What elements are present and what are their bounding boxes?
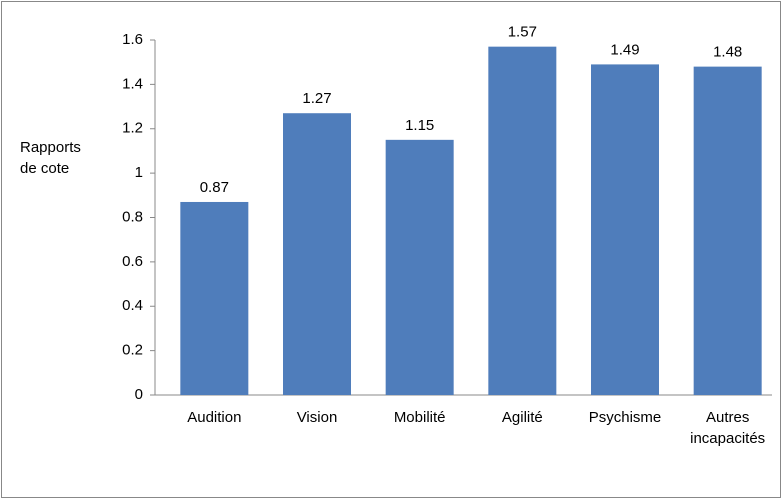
bar [488, 46, 557, 395]
y-axis-label: Rapports de cote [20, 139, 81, 177]
y-tick-label: 0.4 [122, 297, 143, 314]
bar [385, 139, 454, 395]
y-tick-label: 0.8 [122, 208, 143, 225]
y-tick-label: 0 [135, 386, 143, 403]
data-label: 1.15 [405, 117, 434, 134]
data-label: 1.57 [508, 24, 537, 41]
x-tick-label: Autres incapacités [690, 409, 766, 447]
x-tick-label: Vision [296, 409, 338, 426]
bar [693, 66, 762, 395]
data-label: 0.87 [200, 179, 229, 196]
x-tick-label: Mobilité [393, 409, 446, 426]
bar [180, 201, 249, 395]
x-tick-label: Audition [187, 409, 242, 426]
y-tick-label: 1.6 [122, 31, 143, 48]
y-tick-label: 1 [135, 164, 143, 181]
data-label: 1.27 [302, 90, 331, 107]
bar [591, 64, 659, 395]
x-tick-label: Agilité [501, 409, 543, 426]
y-tick-label: 1.4 [122, 75, 143, 92]
y-tick-label: 0.6 [122, 253, 143, 270]
data-label: 1.48 [713, 44, 742, 61]
bar [283, 113, 351, 395]
y-tick-label: 0.2 [122, 342, 143, 359]
data-label: 1.49 [610, 41, 639, 58]
y-tick-label: 1.2 [122, 120, 143, 137]
x-tick-label: Psychisme [588, 409, 662, 426]
